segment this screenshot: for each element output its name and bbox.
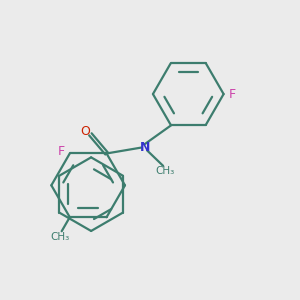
Text: F: F <box>228 88 236 100</box>
Text: N: N <box>140 141 150 154</box>
Text: CH₃: CH₃ <box>155 166 174 176</box>
Text: O: O <box>80 125 90 139</box>
Text: CH₃: CH₃ <box>51 232 70 242</box>
Text: F: F <box>58 146 65 158</box>
